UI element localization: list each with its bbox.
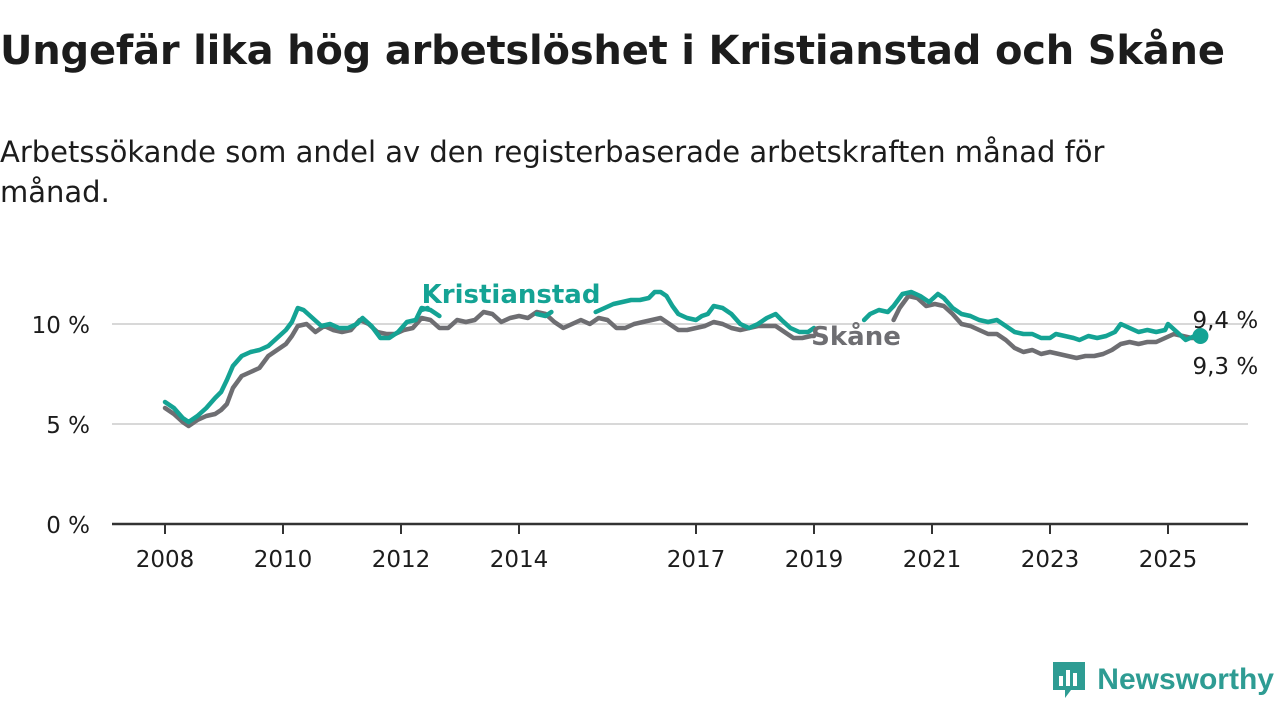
newsworthy-logo: Newsworthy (1051, 660, 1274, 700)
chart-subtitle: Arbetssökande som andel av den registerb… (0, 135, 1105, 209)
y-tick-label: 10 % (32, 313, 90, 339)
chart-title: Ungefär lika hög arbetslöshet i Kristian… (0, 28, 1225, 74)
y-axis: 0 % 5 % 10 % (32, 313, 90, 539)
series-line-skane (891, 293, 1203, 361)
x-tick-label: 2023 (1021, 547, 1080, 573)
series-line-kristianstad (534, 309, 554, 319)
x-tick-label: 2019 (785, 547, 844, 573)
series-line-kristianstad (419, 305, 430, 313)
series-line-kristianstad (593, 289, 817, 335)
y-tick-label: 0 % (46, 513, 90, 539)
x-tick-label: 2014 (490, 547, 549, 573)
x-tick-label: 2010 (254, 547, 313, 573)
brand-name: Newsworthy (1097, 663, 1274, 696)
x-tick-label: 2008 (136, 547, 195, 573)
x-tick-label: 2021 (903, 547, 962, 573)
newsworthy-logo-icon (1053, 662, 1086, 698)
series-labels: 9,4 % 9,3 % Kristianstad Skåne (422, 280, 1259, 380)
x-tick-label: 2017 (667, 547, 726, 573)
series-line-kristianstad (861, 289, 1203, 343)
series-label-skane: Skåne (811, 320, 901, 352)
series-line-skane (162, 309, 817, 429)
x-tick-label: 2012 (372, 547, 431, 573)
end-label-skane: 9,3 % (1192, 354, 1258, 380)
end-label-kristianstad: 9,4 % (1192, 308, 1258, 334)
series-lines (162, 289, 1209, 429)
series-line-kristianstad (162, 305, 442, 425)
x-axis: 2008 2010 2012 2014 2017 2019 2021 2023 2025 (112, 522, 1248, 573)
series-label-kristianstad: Kristianstad (422, 280, 601, 310)
line-chart: 0 %5 %10 % 2008 2010 2012 2014 2017 2019 2021 2… (32, 280, 1259, 573)
y-tick-label: 5 % (46, 413, 90, 439)
x-tick-label: 2025 (1139, 547, 1198, 573)
series-end-point-kristianstad (1192, 328, 1209, 344)
